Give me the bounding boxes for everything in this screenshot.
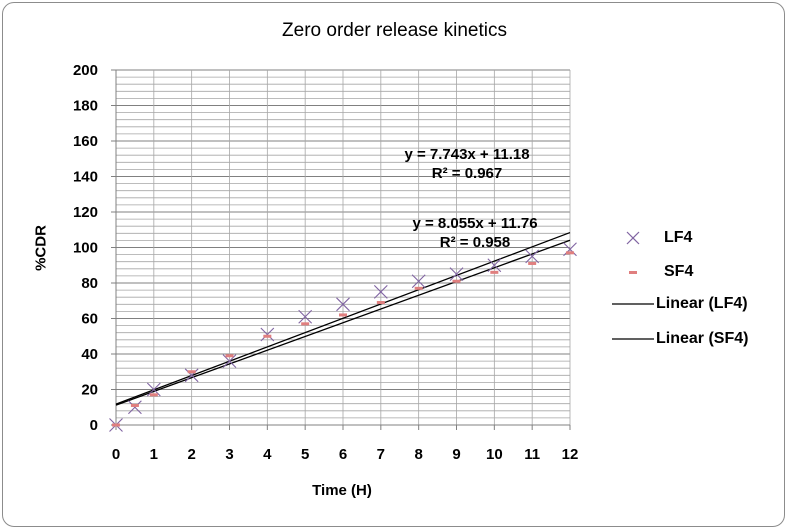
data-point-dash-marker: [149, 393, 158, 397]
y-tick-label: 140: [73, 169, 98, 186]
y-tick-label: 80: [81, 275, 98, 292]
data-point-x-marker: [336, 297, 350, 312]
legend-item-sf4: SF4: [620, 261, 693, 283]
r-squared-text: R² = 0.967: [431, 165, 503, 182]
y-tick-label: 120: [73, 204, 98, 221]
data-point-x-marker: [222, 354, 237, 368]
x-tick-label: 5: [301, 446, 309, 463]
x-tick-label: 2: [187, 446, 195, 463]
x-axis-label: Time (H): [312, 482, 372, 499]
data-point-dash-marker: [414, 286, 423, 290]
data-point-x-marker: [449, 267, 464, 282]
data-point-x-marker: [184, 368, 199, 383]
x-tick-label: 1: [150, 446, 158, 463]
data-point-x-marker: [146, 382, 161, 397]
data-point-dash-marker: [566, 251, 574, 255]
x-tick-label: 4: [263, 446, 272, 463]
y-tick-label: 60: [81, 311, 98, 328]
data-point-x-marker: [373, 284, 388, 299]
y-tick-label: 20: [81, 382, 98, 399]
data-point-dash-marker: [263, 334, 272, 338]
x-tick-label: 8: [414, 446, 422, 463]
data-point-dash-marker: [339, 313, 347, 317]
legend-label: LF4: [664, 229, 693, 246]
legend-key-x-marker: [626, 231, 640, 245]
x-tick-label: 9: [452, 446, 460, 463]
legend-label: Linear (SF4): [656, 330, 749, 347]
data-point-x-marker: [260, 327, 275, 342]
legend-item-linear-sf4: Linear (SF4): [612, 328, 748, 350]
legend-item-lf4: LF4: [620, 227, 692, 249]
y-tick-label: 0: [90, 417, 98, 434]
legend-label: SF4: [664, 263, 694, 280]
data-point-dash-marker: [112, 423, 120, 427]
y-tick-label: 160: [73, 133, 98, 150]
legend-key-line: [612, 338, 654, 340]
equation-text: y = 7.743x + 11.18: [404, 146, 530, 163]
x-tick-label: 7: [377, 446, 385, 463]
y-tick-label: 100: [73, 240, 98, 257]
r-squared-text: R² = 0.958: [439, 234, 511, 251]
legend-key-line: [612, 303, 654, 305]
x-tick-label: 3: [225, 446, 233, 463]
data-point-dash-marker: [452, 279, 461, 283]
x-tick-label: 11: [524, 446, 540, 463]
data-point-x-marker: [525, 249, 540, 264]
trendline: [115, 239, 571, 406]
x-tick-label: 10: [486, 446, 503, 463]
y-tick-label: 200: [73, 62, 98, 79]
data-point-dash-marker: [301, 322, 310, 326]
data-point-dash-marker: [225, 354, 234, 358]
trendline-equation-lf4: y = 8.055x + 11.76 R² = 0.958: [380, 214, 570, 252]
x-tick-label: 0: [112, 446, 120, 463]
data-point-x-marker: [563, 242, 577, 257]
data-point-dash-marker: [187, 370, 196, 374]
x-tick-label: 6: [339, 446, 347, 463]
data-point-dash-marker: [376, 301, 385, 305]
x-tick-label: 12: [562, 446, 579, 463]
data-point-dash-marker: [528, 261, 537, 265]
legend-key-dash-marker: [629, 271, 637, 274]
y-tick-label: 40: [81, 346, 98, 363]
data-point-x-marker: [128, 400, 142, 415]
chart-title: Zero order release kinetics: [282, 20, 507, 41]
legend-label: Linear (LF4): [656, 295, 748, 312]
data-point-x-marker: [298, 309, 313, 324]
trendline-equation-sf4: y = 7.743x + 11.18 R² = 0.967: [372, 145, 562, 183]
equation-text: y = 8.055x + 11.76: [412, 215, 538, 232]
y-tick-label: 180: [73, 98, 98, 115]
legend-item-linear-lf4: Linear (LF4): [612, 293, 748, 315]
data-point-x-marker: [487, 258, 502, 273]
data-point-dash-marker: [490, 270, 499, 274]
data-point-dash-marker: [130, 403, 139, 407]
data-point-x-marker: [411, 274, 426, 289]
